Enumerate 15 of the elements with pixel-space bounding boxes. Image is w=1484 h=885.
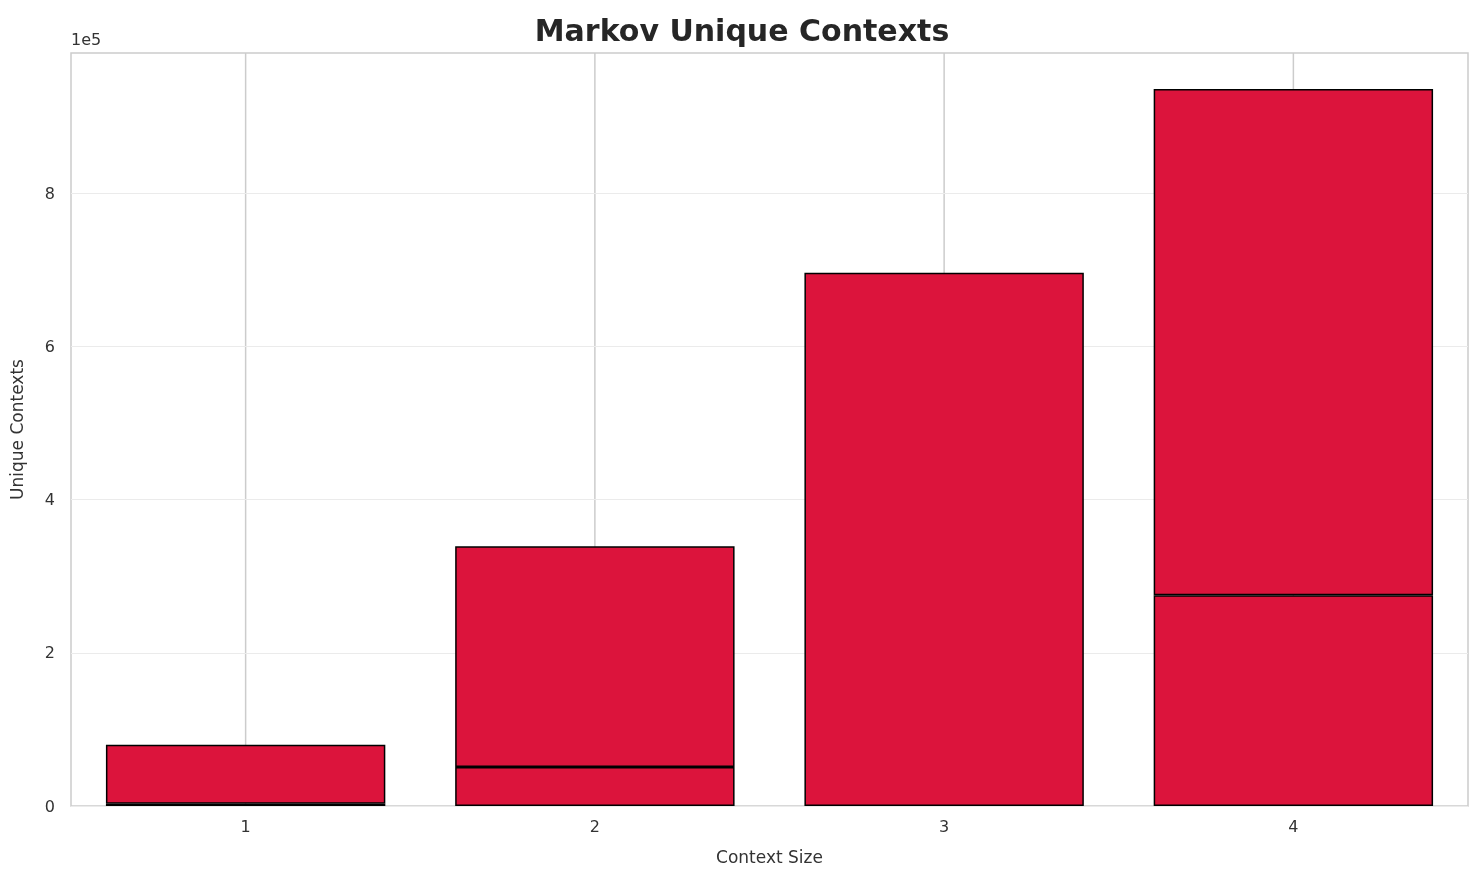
y-tick-label: 2 bbox=[44, 643, 55, 663]
bar bbox=[105, 744, 386, 804]
y-tick-label: 4 bbox=[44, 490, 55, 510]
bar bbox=[804, 272, 1084, 806]
x-axis-title: Context Size bbox=[716, 846, 823, 867]
text: 1e5 bbox=[71, 29, 102, 49]
x-tick-label: 3 bbox=[939, 816, 950, 836]
y-tick-label: 6 bbox=[44, 336, 55, 356]
y-tick-label: 0 bbox=[44, 796, 55, 816]
chart-title: Markov Unique Contexts bbox=[534, 12, 950, 48]
y-axis-title: Unique Contexts bbox=[6, 358, 27, 500]
y-tick-label: 8 bbox=[44, 183, 55, 203]
x-tick-label: 4 bbox=[1288, 816, 1299, 836]
x-tick-label: 1 bbox=[240, 816, 251, 836]
x-tick-label: 2 bbox=[589, 816, 600, 836]
